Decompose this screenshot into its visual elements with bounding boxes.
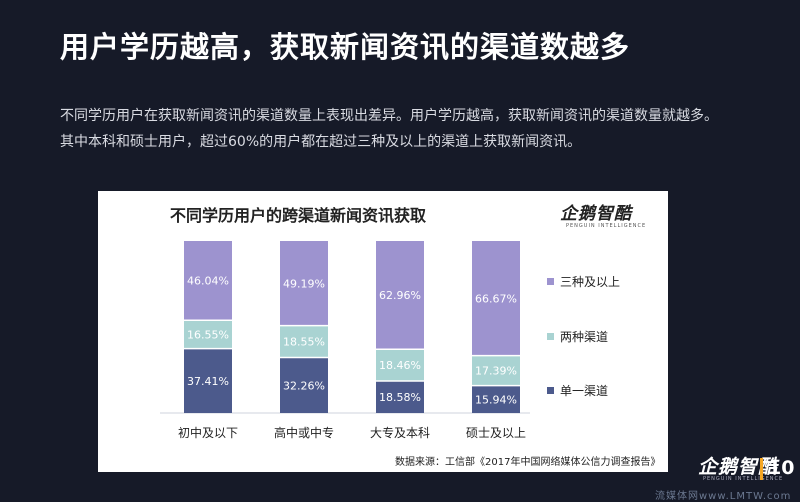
watermark-text: 流媒体网www.LMTW.com <box>655 491 792 502</box>
bar-segment <box>472 355 520 386</box>
data-label: 15.94% <box>475 393 517 406</box>
logo-subtext: PENGUIN INTELLIGENCE <box>566 223 647 229</box>
stacked-bar-chart: 不同学历用户的跨渠道新闻资讯获取 37.41% 16.55% 46.04% 初中及以下 3… <box>160 206 620 440</box>
data-label: 16.55% <box>187 328 229 341</box>
data-label: 18.46% <box>379 359 421 372</box>
bar-segment <box>376 349 424 382</box>
category-label: 初中及以下 <box>178 425 238 440</box>
data-label: 49.19% <box>283 277 325 290</box>
data-label: 66.67% <box>475 292 517 305</box>
penguin-intelligence-logo: 企鹅智酷 PENGUIN INTELLIGENCE <box>560 199 660 229</box>
intro-paragraph: 不同学历用户在获取新闻资讯的渠道数量上表现出差异。用户学历越高，获取新闻资讯的渠… <box>60 108 718 150</box>
chart-panel: 不同学历用户的跨渠道新闻资讯获取 37.41% 16.55% 46.04% 初中及以下 3… <box>98 191 668 472</box>
page-number-divider <box>760 458 763 480</box>
bar-segment <box>472 385 520 413</box>
bar-segment <box>280 325 328 358</box>
legend-swatch <box>547 387 554 394</box>
category-label: 大专及本科 <box>370 425 430 440</box>
footer-logo: 企鹅智酷 <box>698 456 779 478</box>
data-label: 46.04% <box>187 275 229 288</box>
data-label: 18.58% <box>379 391 421 404</box>
data-label: 37.41% <box>187 375 229 388</box>
data-label: 62.96% <box>379 289 421 302</box>
chart-title: 不同学历用户的跨渠道新闻资讯获取 <box>170 206 426 225</box>
bar-segment <box>280 241 328 326</box>
data-label: 18.55% <box>283 336 325 349</box>
legend-label: 单一渠道 <box>560 384 608 398</box>
bar-segment <box>184 320 232 349</box>
logo-text: 企鹅智酷 <box>560 204 632 224</box>
category-label: 硕士及以上 <box>466 426 526 440</box>
legend-label: 三种及以上 <box>560 275 620 289</box>
bar-segment <box>184 241 232 321</box>
legend-swatch <box>547 333 554 340</box>
page-number: 10 <box>768 457 795 479</box>
bar-segment <box>376 381 424 413</box>
bar-segment <box>376 241 424 350</box>
bar-segment <box>472 241 520 356</box>
category-label: 高中或中专 <box>274 425 334 440</box>
bar-segment <box>280 357 328 413</box>
legend-label: 两种渠道 <box>560 330 608 344</box>
bar-segment <box>184 348 232 413</box>
page-title: 用户学历越高，获取新闻资讯的渠道数越多 <box>60 30 631 64</box>
data-source-note: 数据来源：工信部《2017年中国网络媒体公信力调查报告》 <box>395 457 661 468</box>
data-label: 17.39% <box>475 365 517 378</box>
legend-swatch <box>547 278 554 285</box>
data-label: 32.26% <box>283 379 325 392</box>
footer-logo-subtext: PENGUIN INTELLIGENCE <box>703 476 784 482</box>
